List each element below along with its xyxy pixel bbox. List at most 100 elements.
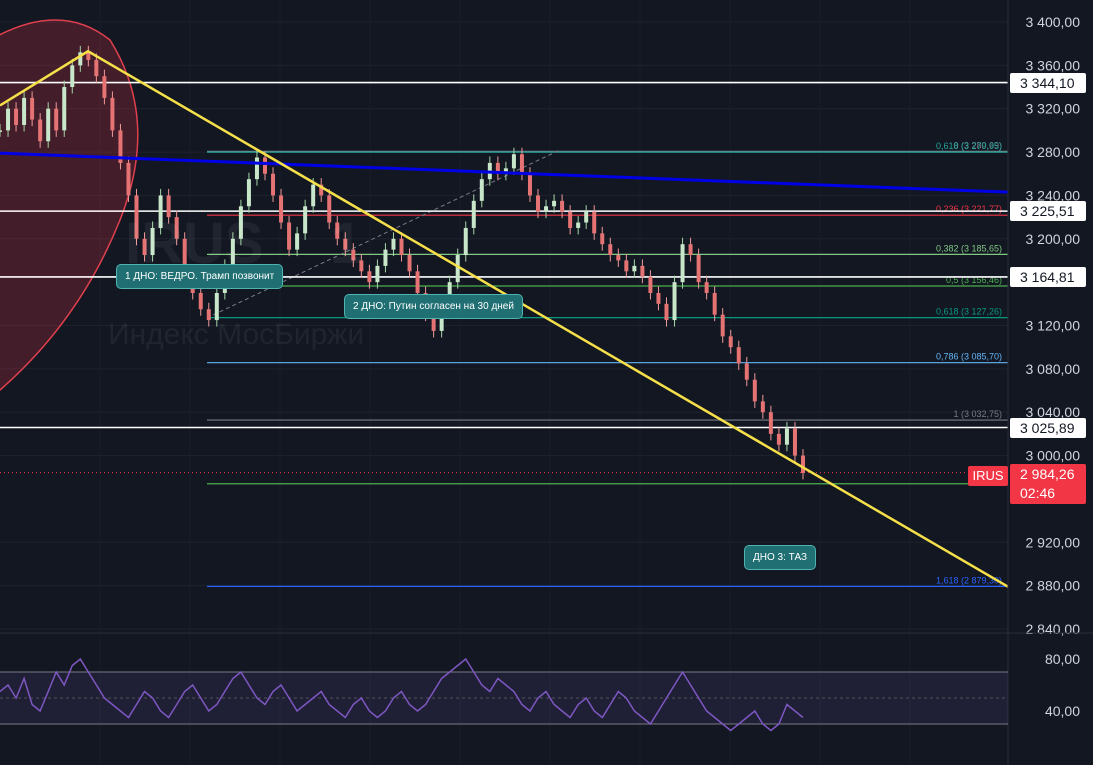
candle-body-72: [576, 222, 581, 228]
callout-bottom-3[interactable]: ДНО 3: ТАЗ: [744, 545, 817, 570]
candle-body-54: [431, 314, 436, 331]
candle-body-30: [238, 206, 243, 239]
candle-body-81: [648, 276, 653, 293]
candle-body-47: [375, 265, 380, 283]
candle-body-65: [519, 154, 524, 174]
candle-body-77: [616, 255, 621, 261]
candle-body-91: [728, 336, 733, 348]
candle-body-40: [319, 184, 324, 196]
candle-body-11: [86, 52, 91, 60]
candle-body-90: [720, 314, 725, 337]
candle-body-46: [367, 271, 372, 283]
candle-body-70: [560, 200, 565, 212]
candle-body-74: [592, 211, 597, 234]
price-tick-9: 3 000,00: [1026, 448, 1081, 464]
candle-body-41: [327, 195, 332, 223]
yellow-trend-line: [0, 49, 1009, 588]
candle-body-1: [6, 108, 11, 131]
price-axis[interactable]: 3 400,00 3 360,00 3 320,00 3 280,00 3 240,00…: [1007, 0, 1093, 765]
candle-body-45: [359, 260, 364, 272]
candle-body-5: [38, 119, 43, 142]
candle-body-32: [254, 157, 259, 180]
candle-body-39: [311, 184, 316, 207]
candle-body-34: [271, 173, 276, 196]
price-tick-2: 3 320,00: [1026, 101, 1081, 117]
candle-body-93: [744, 363, 749, 380]
candle-body-69: [552, 200, 557, 207]
price-tick-5: 3 200,00: [1026, 231, 1081, 247]
fib-label-6: 0,786 (3 085,70): [936, 352, 1002, 362]
price-tick-6: 3 120,00: [1026, 318, 1081, 334]
price-label-2: 3 164,81: [1010, 266, 1086, 287]
candle-body-22: [174, 217, 179, 239]
candle-body-89: [712, 292, 717, 315]
candle-body-4: [30, 97, 35, 120]
callout-bottom-2[interactable]: 2 ДНО: Путин согласен на 30 дней: [344, 294, 523, 319]
trend-lines: [0, 49, 1009, 588]
callout-bottom-1[interactable]: 1 ДНО: ВЕДРО. Трамп позвонит: [116, 264, 284, 289]
rsi-panel: 80,00 40,00: [0, 632, 1093, 732]
candle-body-100: [801, 455, 805, 473]
candle-body-7: [54, 108, 59, 131]
candle-body-38: [303, 206, 308, 234]
candle-body-51: [407, 255, 412, 272]
candle-body-17: [134, 195, 139, 239]
candle-body-20: [158, 195, 163, 228]
fib-label-1: 0,618 (3 279,95): [936, 141, 1002, 151]
watermark-name: Индекс МосБиржи: [108, 318, 365, 351]
candle-body-16: [126, 162, 131, 196]
price-tick-8: 3 040,00: [1026, 404, 1081, 420]
candle-body-6: [46, 108, 51, 142]
price-label-3: 3 025,89: [1010, 417, 1086, 438]
candle-body-25: [198, 292, 203, 310]
candle-body-15: [118, 130, 123, 163]
candle-body-85: [680, 244, 685, 283]
candle-body-67: [536, 195, 541, 212]
fib-label-0: 0 (3 280,69): [953, 140, 1002, 150]
candle-body-94: [752, 379, 757, 402]
candle-body-31: [246, 179, 251, 207]
callout-bottom-3-text: ДНО 3: ТАЗ: [753, 552, 808, 563]
candle-body-37: [295, 233, 300, 250]
fib-base-line: [206, 149, 561, 319]
fib-label-9: 1,618 (2 879,30): [936, 575, 1002, 585]
price-tick-1: 3 360,00: [1026, 57, 1081, 73]
candle-body-52: [415, 271, 420, 293]
candle-body-71: [568, 211, 573, 228]
price-tick-7: 3 080,00: [1026, 361, 1081, 377]
candle-body-50: [399, 238, 404, 256]
candle-body-84: [672, 282, 677, 321]
candle-body-0: [0, 130, 2, 132]
candle-body-79: [632, 265, 637, 272]
candle-body-3: [22, 97, 27, 125]
candle-body-68: [544, 206, 549, 212]
candle-body-78: [624, 260, 629, 272]
candle-body-88: [704, 282, 709, 293]
candle-body-8: [62, 87, 67, 131]
fib-label-5: 0,618 (3 127,26): [936, 307, 1002, 317]
price-tick-12: 2 840,00: [1026, 621, 1081, 637]
candle-body-36: [287, 222, 292, 250]
fibonacci-levels: 0 (3 280,69)0,618 (3 279,95) 0,236 (3 221…: [206, 140, 1008, 588]
candle-body-86: [688, 244, 693, 256]
candle-body-63: [503, 168, 508, 174]
fib-label-4: 0,5 (3 156,46): [946, 275, 1002, 285]
candle-body-82: [656, 292, 661, 304]
candle-body-48: [383, 249, 388, 266]
current-price-box: 2 984,26 02:46: [1010, 464, 1086, 504]
current-price-value: 2 984,26: [1020, 466, 1075, 482]
candle-body-87: [696, 255, 701, 283]
candle-body-58: [463, 227, 468, 256]
fib-label-3: 0,382 (3 185,65): [936, 243, 1002, 253]
candle-body-96: [768, 412, 773, 434]
price-tick-3: 3 280,00: [1026, 144, 1081, 160]
callout-bottom-1-text: 1 ДНО: ВЕДРО. Трамп позвонит: [125, 271, 275, 282]
price-label-1: 3 225,51: [1010, 201, 1086, 222]
price-label-0: 3 344,10: [1010, 72, 1086, 93]
price-tick-10: 2 920,00: [1026, 534, 1081, 550]
price-tick-4: 3 240,00: [1026, 187, 1081, 203]
candle-body-97: [776, 433, 781, 445]
candle-body-62: [495, 162, 500, 174]
grid: [0, 21, 1008, 630]
